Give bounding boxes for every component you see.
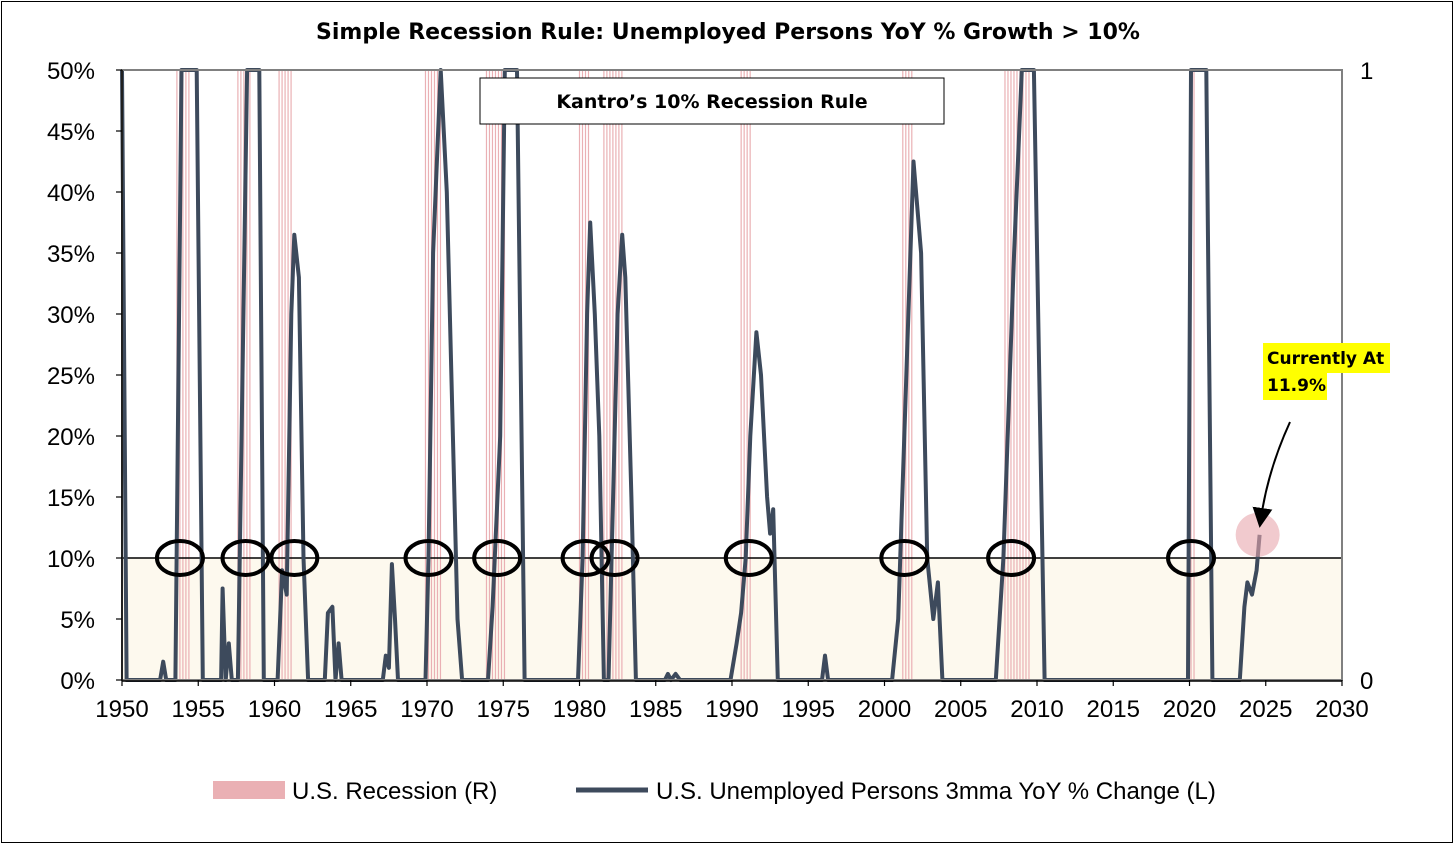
threshold-circle [269,539,320,577]
legend: U.S. Recession (R) U.S. Unemployed Perso… [213,778,1216,805]
x-tick-label: 2000 [858,696,911,723]
x-tick-label: 2030 [1315,696,1368,723]
threshold-circle [723,539,774,577]
threshold-circle [560,539,611,577]
y-tick-label: 40% [47,180,95,207]
x-tick-label: 1975 [477,696,530,723]
x-tick-label: 1955 [172,696,225,723]
current-label-line2: 11.9% [1267,376,1326,396]
threshold-circle [472,539,523,577]
y-tick-label: 50% [47,58,95,85]
y-tick-label: 20% [47,424,95,451]
x-tick-label: 2015 [1087,696,1140,723]
y-right-tick-label: 0 [1360,668,1373,695]
y-tick-label: 0% [60,668,95,695]
x-tick-label: 1965 [324,696,377,723]
unemployment-line [120,68,1262,682]
legend-label-line: U.S. Unemployed Persons 3mma YoY % Chang… [656,778,1216,805]
current-value-marker [1235,512,1280,557]
axes: 1950 1955 1960 1965 1970 1975 1980 1985 1990 1995… [47,58,1373,723]
chart-title: Simple Recession Rule: Unemployed Person… [316,20,1140,45]
recession-bar [485,70,506,680]
threshold-circle [403,539,454,577]
x-tick-label: 1980 [553,696,606,723]
threshold-circle [879,539,930,577]
threshold-circle [220,539,271,577]
rule-annotation-box [479,77,945,125]
x-tick-label: 1950 [95,696,148,723]
threshold-circle [1166,539,1217,577]
y-tick-label: 35% [47,241,95,268]
x-tick-label: 1960 [248,696,301,723]
y-tick-label: 15% [47,485,95,512]
x-tick-label: 2005 [934,696,987,723]
current-label-bg-1 [1263,343,1390,373]
x-tick-label: 2025 [1239,696,1292,723]
x-tick-label: 1995 [782,696,835,723]
legend-swatch-recession [213,781,285,799]
plot-area [120,68,1343,682]
x-tick-label: 1970 [400,696,453,723]
x-tick-label: 2020 [1163,696,1216,723]
y-tick-label: 45% [47,119,95,146]
rule-annotation-text: Kantro’s 10% Recession Rule [556,91,867,113]
current-label-bg-2 [1263,372,1327,400]
current-label-line1: Currently At [1267,349,1384,369]
threshold-circle [154,539,205,577]
legend-label-recession: U.S. Recession (R) [292,778,497,805]
circle-markers [154,539,1217,577]
y-tick-label: 25% [47,363,95,390]
threshold-circle [986,539,1037,577]
recession-bar [603,70,623,680]
threshold-circle [589,539,640,577]
x-tick-label: 1985 [629,696,682,723]
y-tick-label: 5% [60,607,95,634]
y-tick-label: 30% [47,302,95,329]
y-tick-label: 10% [47,546,95,573]
y-right-tick-label: 1 [1360,58,1373,85]
x-tick-label: 1990 [705,696,758,723]
x-tick-label: 2010 [1010,696,1063,723]
current-arrow [1252,421,1291,528]
